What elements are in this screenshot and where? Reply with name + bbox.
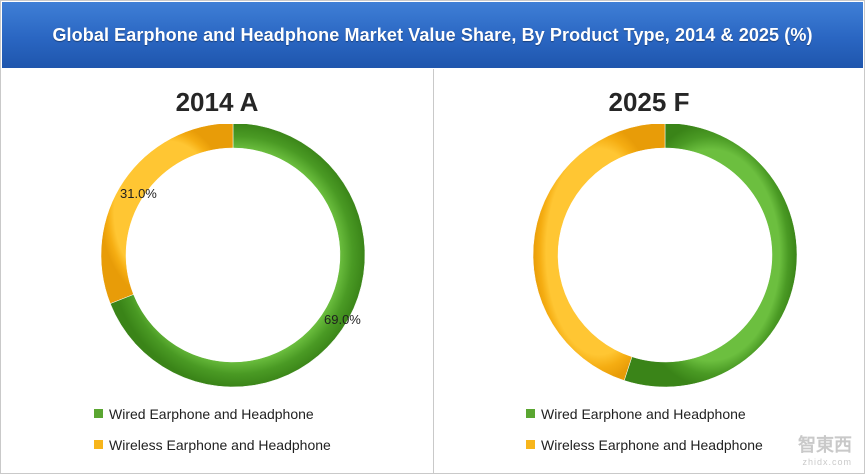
donut-slice-wired xyxy=(109,124,366,388)
legend-label-wireless: Wireless Earphone and Headphone xyxy=(541,436,763,453)
legend-2025: Wired Earphone and Headphone Wireless Ea… xyxy=(526,398,763,460)
legend-swatch-wired xyxy=(526,409,535,418)
panel-2014: 2014 A 69.0% 31.0% Wired Earphone and Hea… xyxy=(2,69,432,473)
data-label-wired: 69.0% xyxy=(324,312,361,327)
panel-2025: 2025 F Wired Earphone and Headphone Wire… xyxy=(433,69,864,473)
legend-swatch-wireless xyxy=(526,440,535,449)
watermark-text: 智東西 xyxy=(798,435,852,455)
panel-title-2014: 2014 A xyxy=(175,87,259,117)
legend-label-wireless: Wireless Earphone and Headphone xyxy=(109,436,331,453)
data-label-wireless: 31.0% xyxy=(120,186,157,201)
donut-chart-2014: 69.0% 31.0% xyxy=(100,124,366,388)
legend-label-wired: Wired Earphone and Headphone xyxy=(109,405,314,422)
donut-chart-2025 xyxy=(532,124,798,388)
legend-label-wired: Wired Earphone and Headphone xyxy=(541,405,746,422)
watermark-subtext: zhidx.com xyxy=(802,457,852,467)
donut-slice-wireless xyxy=(100,124,234,304)
legend-swatch-wired xyxy=(94,409,103,418)
donut-slice-wired xyxy=(623,124,798,388)
chart-title: Global Earphone and Headphone Market Val… xyxy=(52,24,813,45)
legend-item-wired: Wired Earphone and Headphone xyxy=(526,398,763,429)
legend-item-wired: Wired Earphone and Headphone xyxy=(94,398,331,429)
panel-title-2025: 2025 F xyxy=(608,87,690,117)
watermark-logo: 智東西 zhidx.com xyxy=(798,431,852,467)
legend-swatch-wireless xyxy=(94,440,103,449)
donut-slice-wireless xyxy=(532,124,666,381)
legend-item-wireless: Wireless Earphone and Headphone xyxy=(526,429,763,460)
legend-2014: Wired Earphone and Headphone Wireless Ea… xyxy=(94,398,331,460)
title-bar: Global Earphone and Headphone Market Val… xyxy=(2,2,863,68)
legend-item-wireless: Wireless Earphone and Headphone xyxy=(94,429,331,460)
